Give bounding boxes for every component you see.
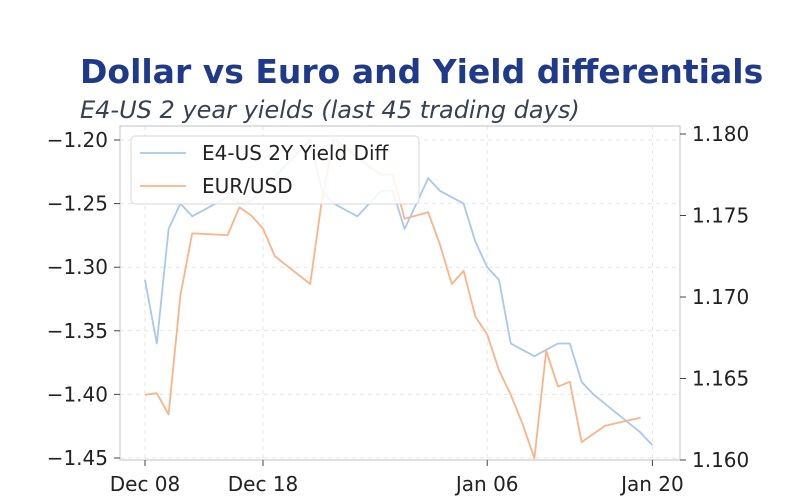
left-tick-label-5: −1.20 [47, 128, 108, 152]
right-tick-label-2: 1.170 [692, 285, 749, 309]
left-tick-label-2: −1.35 [47, 319, 108, 343]
x-tick-label-0: Dec 08 [110, 472, 181, 496]
left-tick-label-0: −1.45 [47, 446, 108, 470]
series-line-1 [144, 137, 641, 460]
legend-box [130, 135, 420, 205]
left-tick-label-1: −1.40 [47, 382, 108, 406]
right-tick-label-1: 1.165 [692, 367, 749, 391]
right-axis-ticks: 1.160 1.165 1.170 1.175 1.180 [680, 122, 749, 472]
plot-frame [119, 125, 681, 461]
left-axis-ticks: −1.45 −1.40 −1.35 −1.30 −1.25 −1.20 [47, 128, 120, 470]
x-tick-label-2: Jan 06 [454, 472, 519, 496]
right-tick-label-4: 1.180 [692, 122, 749, 146]
legend-label-yield-diff: E4-US 2Y Yield Diff [202, 141, 390, 165]
right-tick-label-3: 1.175 [692, 204, 749, 228]
left-tick-label-3: −1.30 [47, 255, 108, 279]
legend: E4-US 2Y Yield Diff EUR/USD [130, 135, 420, 205]
left-tick-label-4: −1.25 [47, 192, 108, 216]
chart-subtitle: E4-US 2 year yields (last 45 trading day… [80, 96, 580, 124]
legend-label-eurusd: EUR/USD [202, 174, 293, 198]
x-axis-ticks: Dec 08 Dec 18 Jan 06 Jan 20 [110, 460, 684, 496]
chart-title: Dollar vs Euro and Yield differentials [80, 52, 764, 91]
right-tick-label-0: 1.160 [692, 448, 749, 472]
x-tick-label-1: Dec 18 [228, 472, 299, 496]
x-tick-label-3: Jan 20 [619, 472, 684, 496]
